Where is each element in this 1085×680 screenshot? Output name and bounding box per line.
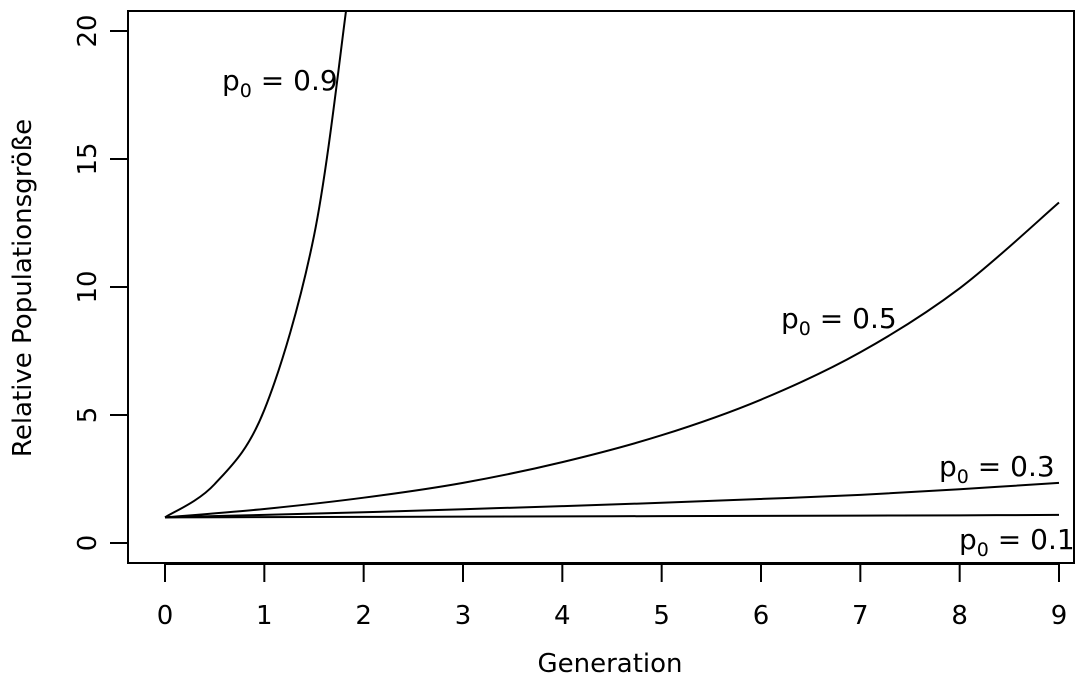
series-p09-line (164, 11, 348, 519)
series-p01-label: p0 = 0.1 (959, 523, 1075, 561)
y-axis: 0 5 10 15 20 (73, 14, 129, 552)
y-tick-label: 10 (73, 270, 103, 303)
x-tick-label: 2 (355, 601, 372, 631)
series-p05-line (164, 201, 1060, 519)
x-tick-label: 9 (1051, 601, 1068, 631)
x-tick-label: 8 (951, 601, 968, 631)
x-tick-label: 6 (753, 601, 770, 631)
x-tick-label: 0 (157, 601, 174, 631)
y-tick-label: 0 (73, 535, 103, 552)
x-tick-label: 5 (653, 601, 670, 631)
y-axis-title: Relative Populationsgröße (8, 119, 38, 457)
x-tick-label: 1 (256, 601, 273, 631)
series-p05-label: p0 = 0.5 (781, 302, 897, 340)
series-p01-line (164, 513, 1060, 519)
series-p09-label: p0 = 0.9 (222, 64, 338, 102)
y-tick-label: 20 (73, 14, 103, 47)
x-tick-label: 3 (455, 601, 472, 631)
series-p03-line (164, 481, 1060, 519)
series-label-layer: p0 = 0.9 p0 = 0.5 p0 = 0.3 p0 = 0.1 (222, 64, 1075, 561)
x-tick-label: 4 (554, 601, 571, 631)
y-tick-label: 15 (73, 142, 103, 175)
y-tick-label: 5 (73, 407, 103, 424)
series-p03-label: p0 = 0.3 (939, 450, 1055, 488)
x-tick-label: 7 (852, 601, 869, 631)
series-layer (164, 11, 1060, 519)
x-axis: 0 1 2 3 4 5 6 7 8 9 (157, 563, 1068, 631)
x-axis-title: Generation (537, 649, 682, 679)
